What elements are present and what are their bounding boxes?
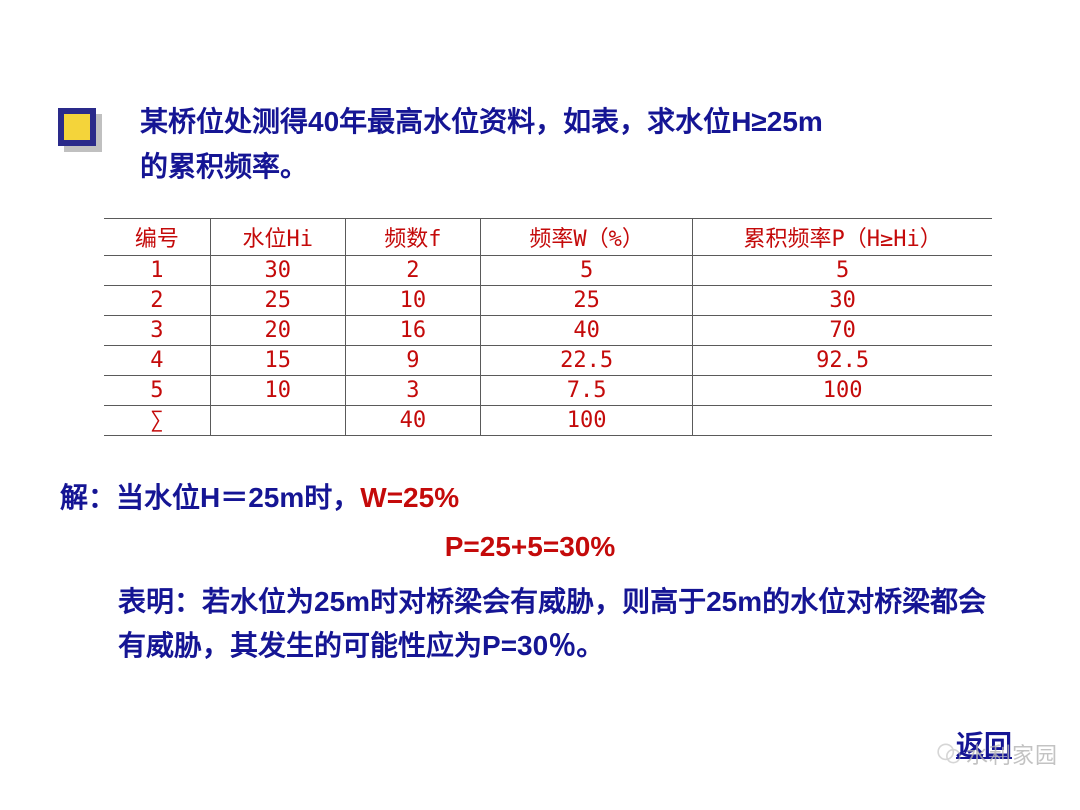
cell bbox=[210, 405, 345, 435]
wechat-icon bbox=[936, 741, 962, 767]
problem-text: 的累积频率。 bbox=[140, 151, 308, 182]
cell: 70 bbox=[693, 315, 992, 345]
cell: 92.5 bbox=[693, 345, 992, 375]
v: P=30 bbox=[482, 630, 548, 661]
v: 25m bbox=[706, 586, 762, 617]
cell: 30 bbox=[210, 255, 345, 285]
cell: 5 bbox=[104, 375, 210, 405]
cell: 7.5 bbox=[480, 375, 692, 405]
cell: 25 bbox=[480, 285, 692, 315]
problem-text: 某桥位处测得 bbox=[140, 106, 308, 137]
cell: 40 bbox=[480, 315, 692, 345]
watermark: 水利家园 bbox=[936, 738, 1058, 770]
cell: 2 bbox=[104, 285, 210, 315]
t: 表明：若水位为 bbox=[118, 586, 314, 617]
table-row: 2 25 10 25 30 bbox=[104, 285, 992, 315]
cell: 100 bbox=[693, 375, 992, 405]
cell-sum: ∑ bbox=[104, 405, 210, 435]
table-row: 5 10 3 7.5 100 bbox=[104, 375, 992, 405]
cell: 40 bbox=[345, 405, 480, 435]
t: 时对桥梁会有威胁，则高于 bbox=[370, 586, 706, 617]
cell: 10 bbox=[210, 375, 345, 405]
cell: 20 bbox=[210, 315, 345, 345]
col-header: 累积频率P（H≥Hi） bbox=[693, 218, 992, 255]
cell: 25 bbox=[210, 285, 345, 315]
cell: 2 bbox=[345, 255, 480, 285]
frequency-table-container: 编号 水位Hi 频数f 频率W（%） 累积频率P（H≥Hi） 1 30 2 5 … bbox=[104, 218, 992, 436]
solution-line-1: 解：当水位H＝25m时，W=25% bbox=[60, 476, 1000, 519]
solution-w: W=25% bbox=[360, 482, 459, 513]
t: ％。 bbox=[548, 630, 604, 661]
solution-block: 解：当水位H＝25m时，W=25% P=25+5=30% 表明：若水位为25m时… bbox=[60, 476, 1000, 668]
watermark-label: 水利家园 bbox=[966, 738, 1058, 770]
col-header: 频率W（%） bbox=[480, 218, 692, 255]
cell: 5 bbox=[480, 255, 692, 285]
col-header: 水位Hi bbox=[210, 218, 345, 255]
table-header-row: 编号 水位Hi 频数f 频率W（%） 累积频率P（H≥Hi） bbox=[104, 218, 992, 255]
solution-premise: 解：当水位H＝25m时， bbox=[60, 482, 360, 513]
table-sum-row: ∑ 40 100 bbox=[104, 405, 992, 435]
solution-p: P=25+5=30% bbox=[445, 531, 616, 562]
v: 25m bbox=[314, 586, 370, 617]
cell: 1 bbox=[104, 255, 210, 285]
problem-condition: H≥25m bbox=[731, 106, 823, 137]
col-header: 频数f bbox=[345, 218, 480, 255]
cell: 4 bbox=[104, 345, 210, 375]
cell bbox=[693, 405, 992, 435]
problem-value-years: 40 bbox=[308, 106, 339, 137]
frequency-table: 编号 水位Hi 频数f 频率W（%） 累积频率P（H≥Hi） 1 30 2 5 … bbox=[104, 218, 992, 436]
cell: 3 bbox=[104, 315, 210, 345]
cell: 22.5 bbox=[480, 345, 692, 375]
bullet-square-icon bbox=[58, 108, 118, 168]
cell: 9 bbox=[345, 345, 480, 375]
table-row: 4 15 9 22.5 92.5 bbox=[104, 345, 992, 375]
cell: 16 bbox=[345, 315, 480, 345]
solution-line-2: P=25+5=30% bbox=[60, 525, 1000, 568]
table-row: 1 30 2 5 5 bbox=[104, 255, 992, 285]
cell: 100 bbox=[480, 405, 692, 435]
cell: 15 bbox=[210, 345, 345, 375]
solution-conclusion: 表明：若水位为25m时对桥梁会有威胁，则高于25m的水位对桥梁都会有威胁，其发生… bbox=[118, 580, 1000, 667]
col-header: 编号 bbox=[104, 218, 210, 255]
cell: 5 bbox=[693, 255, 992, 285]
problem-statement: 某桥位处测得40年最高水位资料，如表，求水位H≥25m 的累积频率。 bbox=[140, 100, 1000, 190]
table-row: 3 20 16 40 70 bbox=[104, 315, 992, 345]
problem-text: 年最高水位资料，如表，求水位 bbox=[339, 106, 731, 137]
cell: 3 bbox=[345, 375, 480, 405]
cell: 30 bbox=[693, 285, 992, 315]
cell: 10 bbox=[345, 285, 480, 315]
